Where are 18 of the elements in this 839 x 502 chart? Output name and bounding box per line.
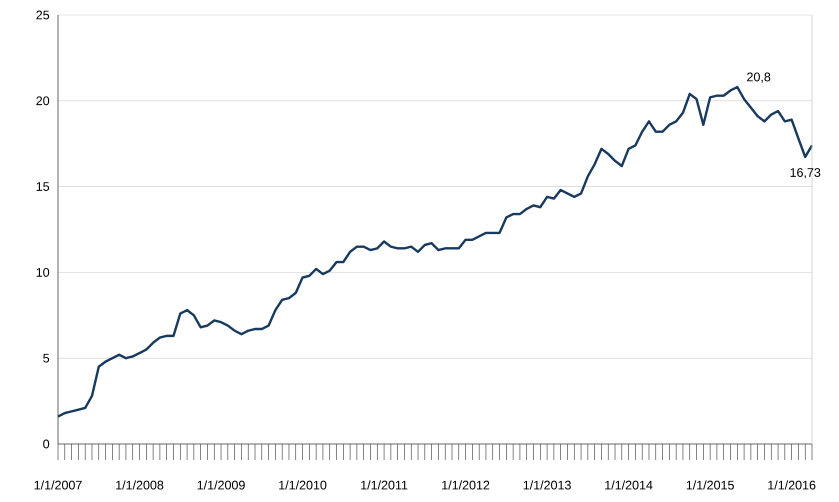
x-tick-label: 1/1/2016 [768, 480, 816, 490]
annotation: 16,73 [790, 168, 820, 178]
x-tick-label: 1/1/2011 [361, 480, 408, 490]
x-tick-label: 1/1/2012 [442, 480, 490, 490]
y-tick-label: 20 [36, 96, 50, 106]
x-tick-label: 1/1/2015 [686, 480, 734, 490]
annotation: 20,8 [747, 72, 770, 83]
y-tick-label: 10 [36, 268, 50, 277]
y-tick-label: 0 [43, 440, 50, 448]
x-tick-label: 1/1/2007 [34, 480, 82, 490]
x-tick-label: 1/1/2008 [116, 480, 164, 490]
y-tick-label: 25 [36, 10, 50, 20]
x-tick-label: 1/1/2013 [524, 480, 571, 490]
x-tick-label: 1/1/2010 [279, 480, 326, 490]
y-tick-label: 5 [43, 354, 50, 363]
x-tick-label: 1/1/2014 [605, 480, 653, 490]
x-tick-label: 1/1/2009 [198, 480, 245, 490]
y-tick-label: 15 [36, 182, 50, 191]
